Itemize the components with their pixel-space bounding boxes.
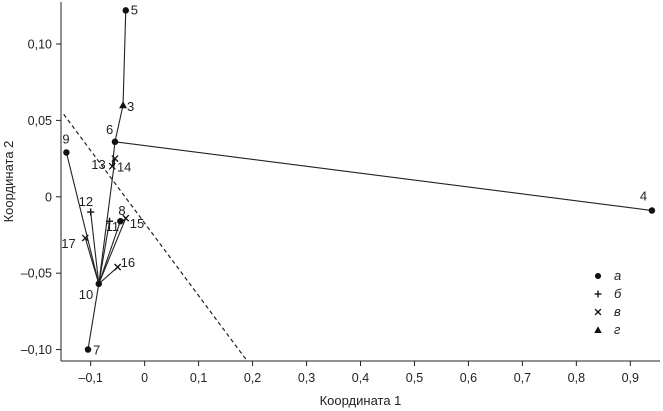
point-label-9: 9 [62,131,69,146]
x-tick-label: 0,8 [568,371,585,385]
legend-marker-circle [594,272,602,280]
point-9 [63,149,70,156]
y-tick-label: –0,05 [21,267,52,281]
legend-label: г [614,322,621,337]
point-label-12: 12 [79,194,93,209]
y-tick-label: –0,10 [21,343,52,357]
dashed-line [63,113,248,362]
point-17 [81,234,89,242]
point-label-15: 15 [130,216,144,231]
point-label-7: 7 [93,343,100,358]
legend-marker-plus [594,290,602,298]
point-17-b [81,234,89,242]
edge-11-10 [98,221,111,284]
point-label-3: 3 [127,99,134,114]
edge-3-6 [114,104,124,142]
legend-marker-cross [594,308,602,316]
point-label-14: 14 [117,160,131,175]
x-axis-title: Координата 1 [320,393,402,408]
x-tick-label: 0 [141,371,148,385]
x-tick-label: 0,4 [352,371,369,385]
point-label-4: 4 [640,189,647,204]
point-label-10: 10 [79,287,93,302]
x-tick-label: 0,7 [514,371,531,385]
y-tick-label: 0,05 [28,114,52,128]
edge-6-13 [111,141,116,167]
point-11 [105,217,114,225]
point-3 [119,101,128,109]
point-13 [108,162,116,170]
point-label-17: 17 [61,236,75,251]
legend-label: б [614,286,622,301]
point-label-8: 8 [118,203,125,218]
x-tick-label: 0,1 [190,371,207,385]
edge-5-3 [122,10,127,106]
y-tick-label: 0 [45,190,52,204]
point-8 [117,217,124,225]
point-16 [114,263,122,271]
point-4 [648,207,656,214]
edge-15-10 [98,217,127,285]
point-6 [111,138,119,146]
legend-marker-cross-b [594,308,602,316]
x-tick-label: 0,2 [244,371,261,385]
point-label-5: 5 [131,2,138,17]
edge-6-4 [114,141,652,212]
edge-17-10 [84,237,100,285]
edge-12-10 [90,211,100,284]
y-axis-title: Координата 2 [1,141,16,223]
point-labels: 3 4 5 6 7 8 9 10 11 12 13 14 15 16 17 [61,2,647,357]
point-5 [122,7,129,14]
point-14 [111,155,119,163]
x-tick-label: 0,3 [298,371,315,385]
point-12 [87,208,95,216]
point-label-13: 13 [91,157,105,172]
points [63,7,656,353]
edge-7-10 [87,283,100,350]
x-tick-label: 0,9 [622,371,639,385]
point-label-16: 16 [121,255,135,270]
x-tick-label: –0,1 [79,371,103,385]
axes: –0,1 0 0,1 0,2 0,3 0,4 0,5 0,6 0,7 0,8 0,9–0,10–0,… [21,2,660,385]
point-16-b [114,263,122,271]
point-label-6: 6 [106,122,113,137]
dashed-boundary-line [63,113,248,362]
point-15-b [122,214,130,222]
point-label-11: 11 [106,219,120,234]
edges [65,10,652,350]
edge-9-10 [65,152,100,284]
point-14-b [111,155,119,163]
edge-8-10 [98,221,121,285]
legend-label: в [614,304,621,319]
x-tick-label: 0,6 [460,371,477,385]
point-10 [95,280,103,288]
point-15 [122,214,130,222]
point-7 [84,346,92,353]
x-tick-label: 0,5 [406,371,423,385]
point-13-b [108,162,116,170]
y-tick-label: 0,10 [28,38,52,52]
legend-label: а [614,268,621,283]
legend-marker-triangle [594,326,602,333]
